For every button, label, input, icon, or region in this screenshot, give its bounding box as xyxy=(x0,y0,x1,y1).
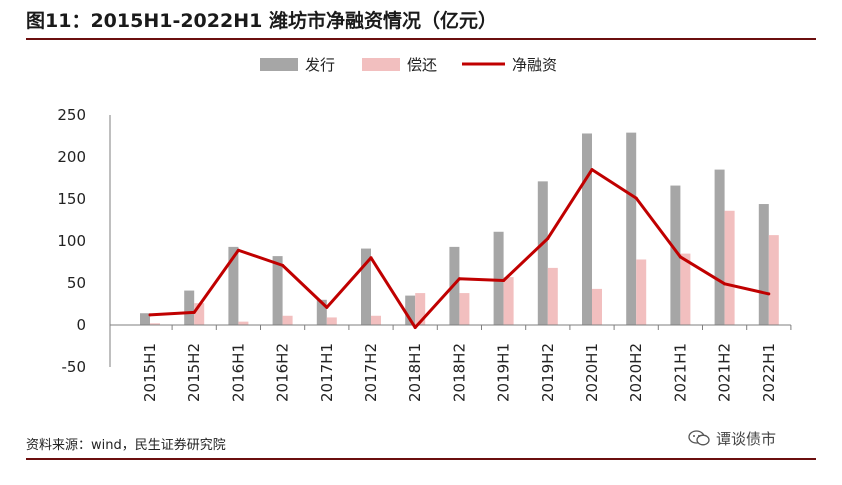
x-tick-label: 2021H2 xyxy=(716,343,734,402)
net-financing-point xyxy=(413,326,417,330)
legend-label-net: 净融资 xyxy=(512,56,557,74)
x-tick-label: 2020H2 xyxy=(627,343,645,402)
bottom-divider xyxy=(26,458,816,460)
bar-issuance xyxy=(272,256,283,325)
bar-issuance xyxy=(140,313,150,325)
bar-issuance xyxy=(361,248,371,325)
wechat-icon xyxy=(688,430,710,446)
net-financing-point xyxy=(678,255,682,259)
net-financing-point xyxy=(281,263,285,267)
x-tick-label: 2016H1 xyxy=(229,343,247,402)
x-tick-label: 2022H1 xyxy=(760,343,778,402)
x-tick-label: 2019H1 xyxy=(495,343,513,402)
bar-issuance xyxy=(537,181,548,325)
y-tick-label: 0 xyxy=(76,316,86,334)
net-financing-point xyxy=(723,282,727,286)
x-tick-label: 2019H2 xyxy=(539,343,557,402)
x-tick-label: 2018H1 xyxy=(406,343,424,402)
net-financing-chart: 发行 偿还 净融资 -50 0 50 100 150 200 250 2015H… xyxy=(57,56,792,402)
net-financing-point xyxy=(325,305,329,309)
bar-repayment xyxy=(503,277,514,325)
x-tick-label: 2015H1 xyxy=(141,343,159,402)
net-financing-point xyxy=(369,256,373,260)
legend: 发行 偿还 净融资 xyxy=(260,56,557,74)
net-financing-point xyxy=(767,292,771,296)
bar-repayment xyxy=(592,288,602,325)
bar-repayment xyxy=(282,315,293,325)
bar-issuance xyxy=(316,299,327,325)
bar-repayment xyxy=(326,317,337,325)
y-tick-label: -50 xyxy=(62,358,87,376)
net-financing-point xyxy=(457,277,461,281)
watermark-text: 谭谈债市 xyxy=(716,430,777,448)
bar-repayment xyxy=(459,293,470,325)
bar-repayment xyxy=(636,259,647,325)
net-financing-point xyxy=(590,168,594,172)
bar-repayment xyxy=(238,321,249,325)
legend-swatch-issuance xyxy=(260,58,298,71)
plot-area: 2015H1 2015H2 2016H1 2016H2 2017H1 2017H2 2018… xyxy=(109,115,792,402)
y-tick-label: 150 xyxy=(57,190,86,208)
watermark: 谭谈债市 xyxy=(688,428,776,449)
source-note: 资料来源：wind，民生证券研究院 xyxy=(26,438,226,453)
x-tick-label: 2021H1 xyxy=(671,343,689,402)
bar-repayment xyxy=(150,323,160,325)
net-financing-point xyxy=(148,313,152,317)
bar-issuance xyxy=(493,231,504,325)
bar-repayment xyxy=(371,315,381,325)
legend-label-repayment: 偿还 xyxy=(407,56,437,74)
y-axis-tick-labels: -50 0 50 100 150 200 250 xyxy=(57,106,86,376)
y-tick-label: 250 xyxy=(57,106,86,124)
y-tick-label: 50 xyxy=(67,274,86,292)
bar-repayment xyxy=(547,267,558,325)
bar-repayment xyxy=(724,210,735,325)
bar-issuance xyxy=(184,290,195,325)
net-financing-point xyxy=(546,236,550,240)
legend-swatch-repayment xyxy=(362,58,400,71)
y-tick-label: 100 xyxy=(57,232,86,250)
x-tick-label: 2016H2 xyxy=(274,343,292,402)
bar-repayment xyxy=(194,303,205,325)
x-tick-label: 2015H2 xyxy=(185,343,203,402)
legend-label-issuance: 发行 xyxy=(305,56,335,74)
x-tick-label: 2020H1 xyxy=(583,343,601,402)
bar-repayment xyxy=(415,293,426,325)
bar-issuance xyxy=(714,169,725,325)
page-title: 图11：2015H1-2022H1 潍坊市净融资情况（亿元） xyxy=(26,10,497,32)
bar-repayment xyxy=(768,235,779,325)
net-financing-point xyxy=(236,248,240,252)
y-tick-label: 200 xyxy=(57,148,86,166)
net-financing-point xyxy=(192,310,196,314)
top-divider xyxy=(26,38,816,40)
x-tick-label: 2017H2 xyxy=(362,343,380,402)
x-tick-label: 2018H2 xyxy=(450,343,468,402)
bar-repayment xyxy=(680,253,691,325)
bar-issuance xyxy=(626,132,637,325)
x-tick-label: 2017H1 xyxy=(318,343,336,402)
net-financing-point xyxy=(634,196,638,200)
bar-issuance xyxy=(582,133,592,325)
bar-issuance xyxy=(758,204,769,325)
bar-issuance xyxy=(405,295,416,325)
net-financing-point xyxy=(502,278,506,282)
bar-issuance xyxy=(670,185,681,325)
bar-issuance xyxy=(228,246,239,325)
